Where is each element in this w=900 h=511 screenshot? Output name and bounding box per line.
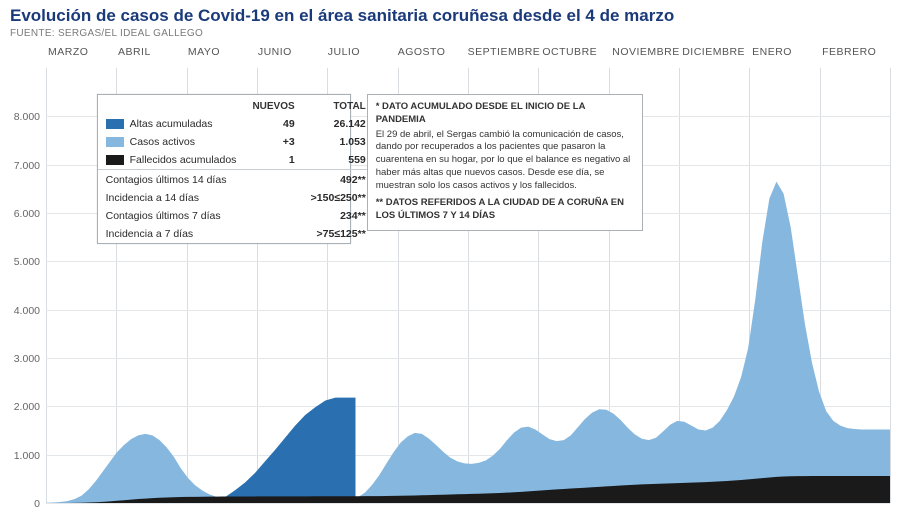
legend-header-nuevos: NUEVOS xyxy=(244,95,302,115)
month-label: JUNIO xyxy=(256,46,326,66)
legend-label: Casos activos xyxy=(130,136,195,148)
month-label: JULIO xyxy=(326,46,396,66)
legend-extra-value: >75≤125** xyxy=(303,225,374,243)
month-label: AGOSTO xyxy=(396,46,466,66)
legend-nuevos: +3 xyxy=(244,133,302,151)
legend-swatch xyxy=(106,137,124,147)
y-tick-label: 3.000 xyxy=(14,353,40,365)
legend-nuevos: 49 xyxy=(244,115,302,133)
note-box: * DATO ACUMULADO DESDE EL INICIO DE LA P… xyxy=(367,94,643,231)
legend-extra-value: 234** xyxy=(303,207,374,225)
y-tick-label: 0 xyxy=(34,498,40,510)
legend-extra-label: Incidencia a 7 días xyxy=(98,225,245,243)
month-label: OCTUBRE xyxy=(540,46,610,66)
legend-extra-value: 492** xyxy=(303,170,374,190)
legend-extra-label: Contagios últimos 7 días xyxy=(98,207,245,225)
y-tick-label: 8.000 xyxy=(14,111,40,123)
legend-row: Fallecidos acumulados 1559 xyxy=(98,151,374,170)
legend-total: 1.053 xyxy=(303,133,374,151)
note-title-1: * DATO ACUMULADO DESDE EL INICIO DE LA P… xyxy=(376,101,634,127)
month-label: NOVIEMBRE xyxy=(610,46,680,66)
month-label: SEPTIEMBRE xyxy=(466,46,541,66)
legend-extra-label: Contagios últimos 14 días xyxy=(98,170,245,190)
note-title-2: ** DATOS REFERIDOS A LA CIUDAD DE A CORU… xyxy=(376,197,634,223)
legend-extra-row: Contagios últimos 7 días 234** xyxy=(98,207,374,225)
chart-source: FUENTE: SERGAS/EL IDEAL GALLEGO xyxy=(0,26,900,45)
legend-swatch xyxy=(106,155,124,165)
month-label: ABRIL xyxy=(116,46,186,66)
legend-extra-row: Incidencia a 7 días >75≤125** xyxy=(98,225,374,243)
legend-row: Altas acumuladas 4926.142 xyxy=(98,115,374,133)
plot-area: 01.0002.0003.0004.0005.0006.0007.0008.00… xyxy=(46,68,890,503)
legend-row: Casos activos +31.053 xyxy=(98,133,374,151)
legend-extra-value: >150≤250** xyxy=(303,189,374,207)
legend-extra-row: Incidencia a 14 días >150≤250** xyxy=(98,189,374,207)
legend-extra-row: Contagios últimos 14 días 492** xyxy=(98,170,374,190)
y-tick-label: 6.000 xyxy=(14,208,40,220)
y-tick-label: 5.000 xyxy=(14,256,40,268)
month-label: DICIEMBRE xyxy=(680,46,750,66)
note-body: El 29 de abril, el Sergas cambió la comu… xyxy=(376,129,634,193)
legend-box: NUEVOSTOTALAltas acumuladas4926.142Casos… xyxy=(97,94,351,244)
month-label: FEBRERO xyxy=(820,46,890,66)
y-tick-label: 2.000 xyxy=(14,401,40,413)
series-altas-acumuladas xyxy=(215,398,356,503)
month-label: ENERO xyxy=(750,46,820,66)
legend-label: Fallecidos acumulados xyxy=(130,154,237,166)
plot-wrap: MARZOABRILMAYOJUNIOJULIOAGOSTOSEPTIEMBRE… xyxy=(46,46,890,503)
legend-extra-label: Incidencia a 14 días xyxy=(98,189,245,207)
chart-title: Evolución de casos de Covid-19 en el áre… xyxy=(0,0,900,26)
legend-total: 559 xyxy=(303,151,374,170)
y-tick-label: 1.000 xyxy=(14,450,40,462)
legend-header-total: TOTAL xyxy=(303,95,374,115)
y-tick-label: 4.000 xyxy=(14,305,40,317)
legend-label: Altas acumuladas xyxy=(130,118,213,130)
legend-swatch xyxy=(106,119,124,129)
month-axis: MARZOABRILMAYOJUNIOJULIOAGOSTOSEPTIEMBRE… xyxy=(46,46,890,66)
legend-total: 26.142 xyxy=(303,115,374,133)
month-label: MARZO xyxy=(46,46,116,66)
legend-nuevos: 1 xyxy=(244,151,302,170)
y-tick-label: 7.000 xyxy=(14,160,40,172)
covid-chart: Evolución de casos de Covid-19 en el áre… xyxy=(0,0,900,511)
month-label: MAYO xyxy=(186,46,256,66)
